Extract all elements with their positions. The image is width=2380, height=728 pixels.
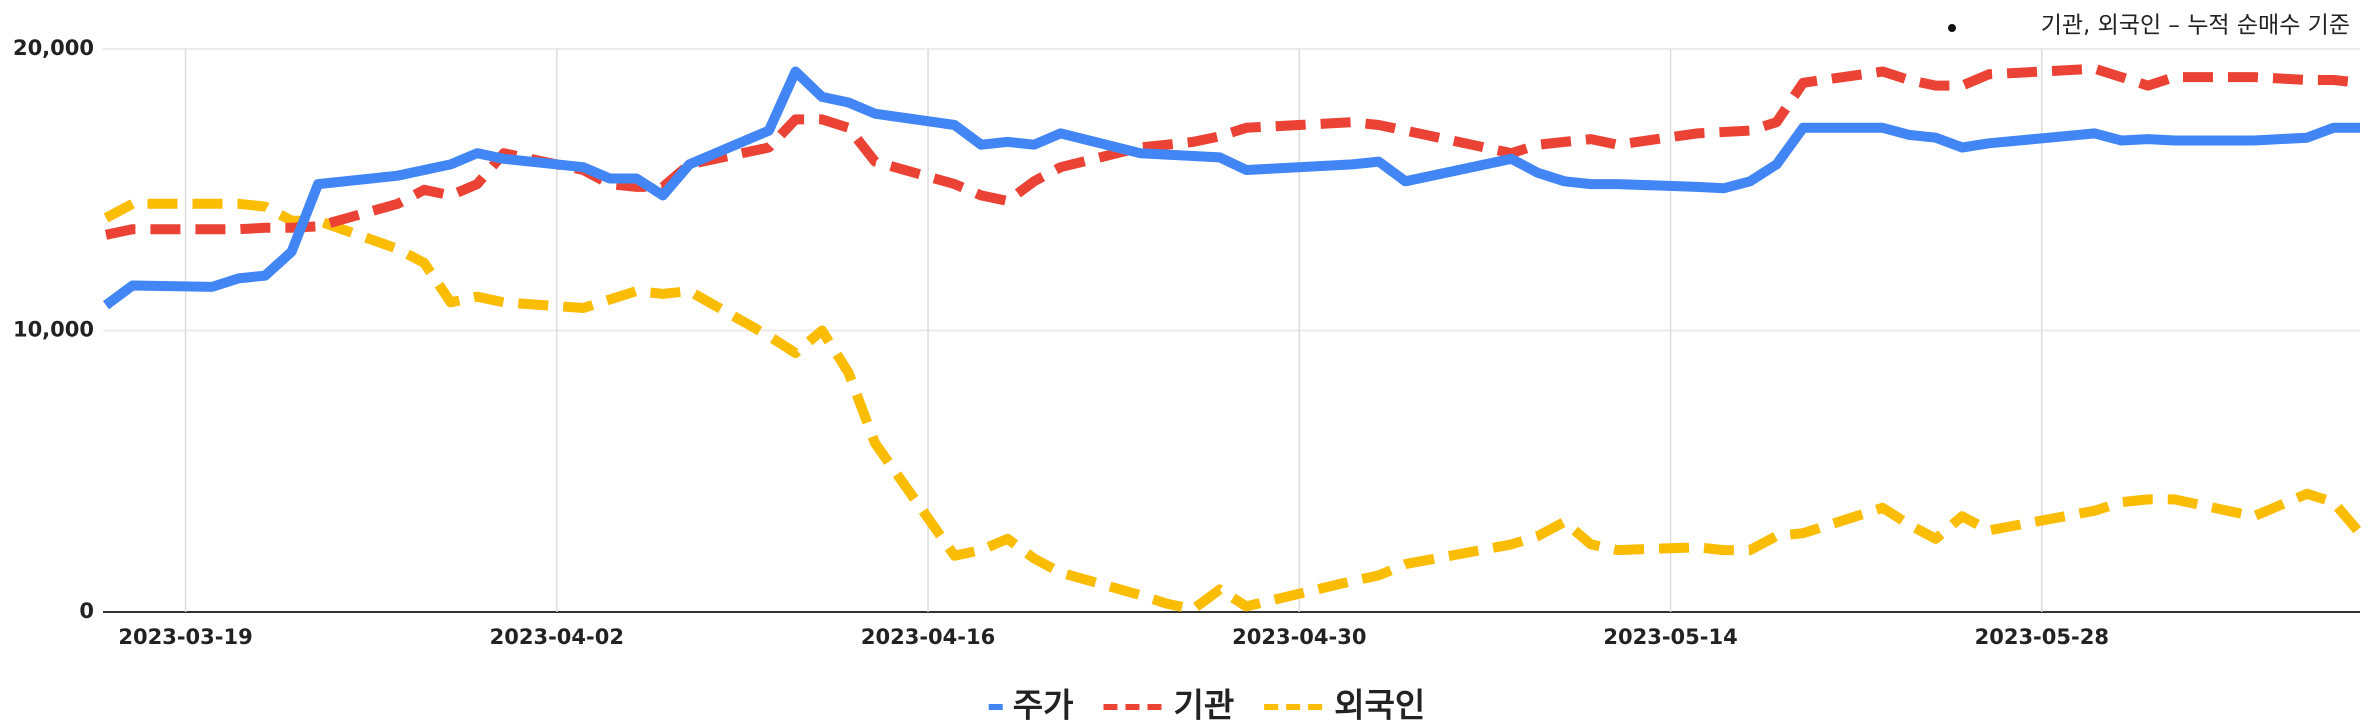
series-line (103, 198, 2364, 615)
x-tick-label: 2023-04-16 (861, 625, 995, 649)
x-tick-label: 2023-04-30 (1232, 625, 1366, 649)
y-tick-label: 10,000 (13, 318, 94, 342)
legend-label: 기관 (1173, 686, 1234, 725)
note-bullet (1948, 24, 1956, 32)
x-tick-label: 2023-04-02 (490, 625, 624, 649)
series-line (103, 66, 2360, 310)
x-tick-label: 2023-05-28 (1975, 625, 2109, 649)
legend-label: 외국인 (1334, 686, 1425, 725)
x-tick-label: 2023-05-14 (1603, 625, 1737, 649)
x-tick-label: 2023-03-19 (118, 625, 252, 649)
legend-label: 주가 (1013, 686, 1074, 725)
series-line (104, 63, 2361, 240)
y-tick-label: 0 (79, 599, 94, 623)
annotation: 기관, 외국인 – 누적 순매수 기준 (2041, 13, 2350, 39)
y-tick-label: 20,000 (13, 36, 94, 60)
